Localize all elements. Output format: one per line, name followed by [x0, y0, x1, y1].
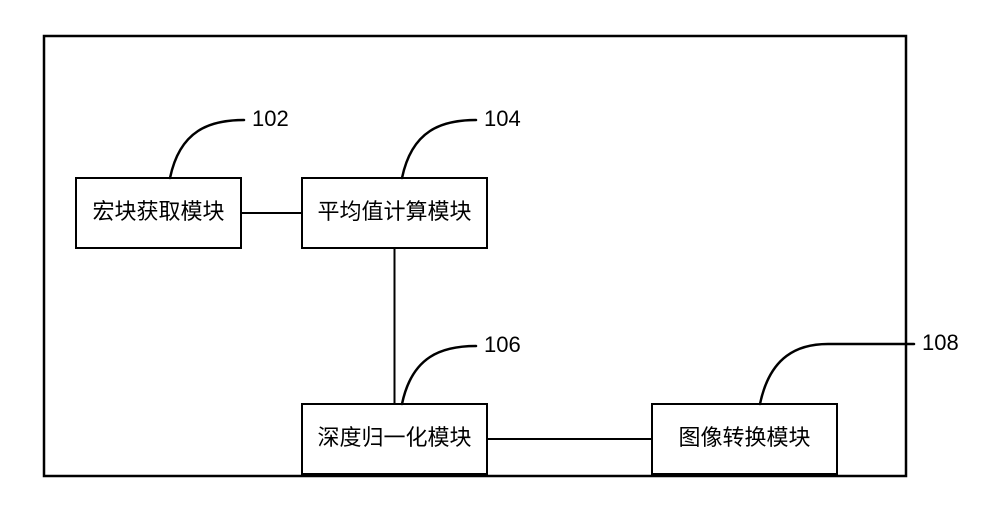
leader-line [402, 346, 476, 404]
block-number: 102 [252, 106, 289, 131]
leader-line [170, 120, 244, 178]
block-n106: 深度归一化模块 106 [302, 332, 521, 474]
block-label: 平均值计算模块 [317, 199, 471, 224]
block-n102: 宏块获取模块 102 [76, 106, 289, 248]
leader-line [402, 120, 476, 178]
block-label: 图像转换模块 [678, 425, 810, 450]
block-n108: 图像转换模块 [652, 404, 837, 474]
block-n104: 平均值计算模块 104 [302, 106, 521, 248]
diagram-canvas: 宏块获取模块 102 平均值计算模块 104 深度归一化模块 106 图像转换模块 108 [0, 0, 1000, 517]
leader-line [760, 344, 914, 404]
block-label: 深度归一化模块 [317, 425, 471, 450]
leader-108: 108 [760, 330, 959, 404]
block-number: 106 [484, 332, 521, 357]
block-number: 108 [922, 330, 959, 355]
block-number: 104 [484, 106, 521, 131]
block-label: 宏块获取模块 [92, 199, 224, 224]
